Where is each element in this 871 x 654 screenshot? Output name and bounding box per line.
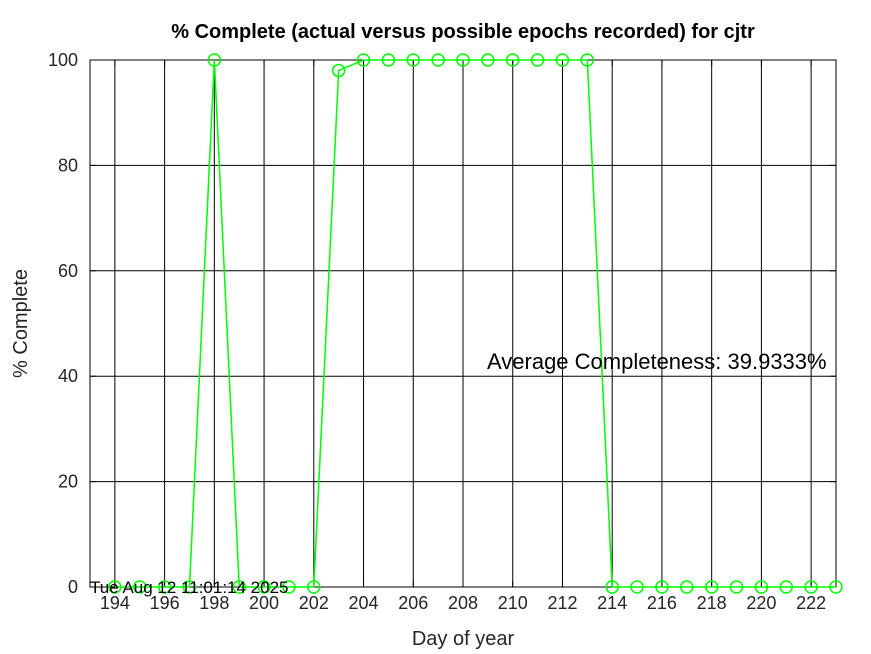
x-tick-label: 222 [796, 593, 826, 613]
y-tick-label: 0 [68, 577, 78, 597]
data-point [680, 580, 694, 594]
data-point [530, 53, 545, 67]
grid [90, 59, 836, 588]
data-point [505, 53, 520, 67]
data-point [605, 580, 619, 594]
x-tick-label: 204 [349, 593, 379, 613]
chart-title: % Complete (actual versus possible epoch… [171, 21, 755, 43]
data-point [431, 53, 445, 67]
data-point [307, 580, 321, 594]
data-point [132, 580, 147, 594]
data-point [580, 53, 595, 67]
data-point [754, 580, 769, 594]
data-point [356, 53, 371, 67]
tick-marks [90, 59, 836, 588]
data-point [257, 580, 271, 594]
data-point [729, 580, 744, 594]
data-point [157, 580, 172, 594]
data-point [282, 580, 296, 594]
data-point [704, 580, 719, 594]
x-tick-label: 208 [448, 593, 478, 613]
series [108, 53, 843, 594]
data-point [804, 580, 818, 594]
data-point [331, 63, 346, 78]
data-point [381, 53, 396, 67]
series-line [114, 59, 836, 588]
y-tick-label: 60 [58, 261, 78, 281]
x-tick-label: 218 [697, 593, 727, 613]
y-tick-label: 80 [58, 155, 78, 175]
x-tick-label: 202 [299, 593, 329, 613]
data-point [655, 580, 669, 594]
average-completeness-annotation: Average Completeness: 39.9333% [487, 349, 827, 374]
x-tick-label: 198 [199, 593, 229, 613]
data-point [406, 53, 421, 67]
data-point [232, 580, 246, 594]
data-point [207, 53, 222, 67]
data-point [182, 580, 197, 594]
timestamp-annotation: Tue Aug 12 11:01:14 2025 [90, 578, 289, 597]
y-tick-label: 20 [58, 472, 78, 492]
data-point [108, 580, 122, 594]
x-tick-label: 206 [398, 593, 428, 613]
x-tick-label: 200 [249, 593, 279, 613]
x-tick-label: 212 [547, 593, 577, 613]
data-point [555, 53, 570, 67]
x-tick-label: 210 [498, 593, 528, 613]
x-tick-label: 194 [100, 593, 130, 613]
x-tick-label: 214 [597, 593, 627, 613]
x-tick-label: 196 [150, 593, 180, 613]
data-point [456, 53, 470, 67]
data-point [779, 580, 794, 594]
x-tick-label: 220 [746, 593, 776, 613]
y-axis-label: % Complete [10, 269, 32, 378]
y-tick-label: 40 [58, 366, 78, 386]
data-point [630, 580, 644, 594]
x-tick-label: 216 [647, 593, 677, 613]
data-point [829, 580, 843, 594]
y-tick-label: 100 [48, 50, 78, 70]
data-point [481, 53, 495, 67]
x-axis-label: Day of year [412, 628, 515, 650]
